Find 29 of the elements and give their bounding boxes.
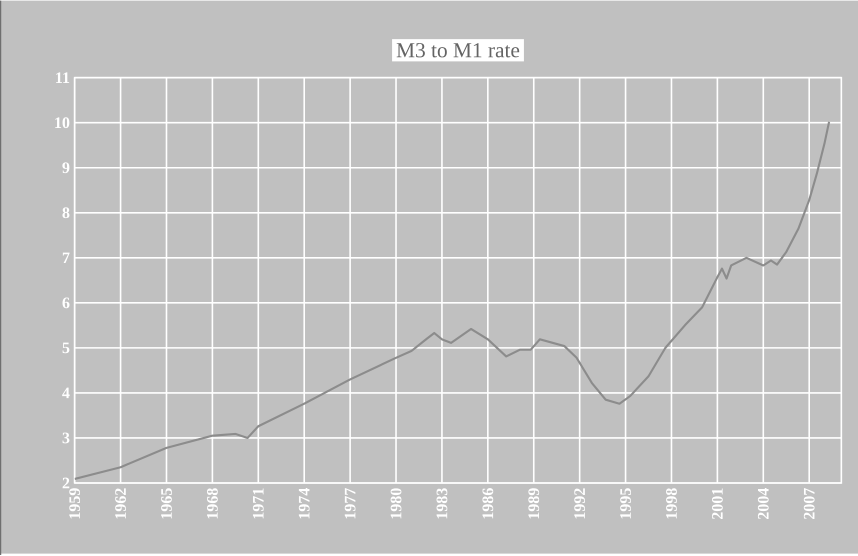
y-tick-label: 2 <box>62 478 70 488</box>
x-tick-label: 1995 <box>620 488 631 519</box>
x-tick-label: 2001 <box>712 488 723 520</box>
x-tick-label: 1968 <box>206 488 218 519</box>
y-tick-label: 3 <box>62 432 70 444</box>
y-tick-label: 9 <box>62 162 70 174</box>
x-tick-label: 2007 <box>804 488 815 520</box>
x-tick-label: 1986 <box>482 488 494 519</box>
x-tick-label: 1983 <box>436 488 448 519</box>
x-tick-label: 2004 <box>758 488 769 520</box>
x-tick-label: 1998 <box>666 488 677 519</box>
y-tick-label: 11 <box>56 72 70 84</box>
x-tick-label: 1959 <box>69 488 80 519</box>
y-tick-label: 4 <box>62 388 70 398</box>
x-tick-label: 1962 <box>115 488 126 519</box>
chart-title: M3 to M1 rate <box>396 43 520 58</box>
y-tick-label: 8 <box>62 208 70 218</box>
y-tick-label: 6 <box>62 298 70 308</box>
x-tick-label: 1977 <box>344 488 356 519</box>
x-tick-label: 1974 <box>298 488 310 519</box>
y-tick-label: 10 <box>55 117 70 128</box>
line-series <box>74 120 830 480</box>
y-tick-label: 5 <box>62 342 70 354</box>
x-tick-label: 1965 <box>161 488 172 519</box>
x-tick-label: 1971 <box>252 488 264 519</box>
x-tick-label: 1989 <box>528 488 540 519</box>
y-tick-label: 7 <box>62 252 70 264</box>
x-tick-label: 1980 <box>390 488 402 519</box>
x-tick-label: 1992 <box>574 488 586 519</box>
